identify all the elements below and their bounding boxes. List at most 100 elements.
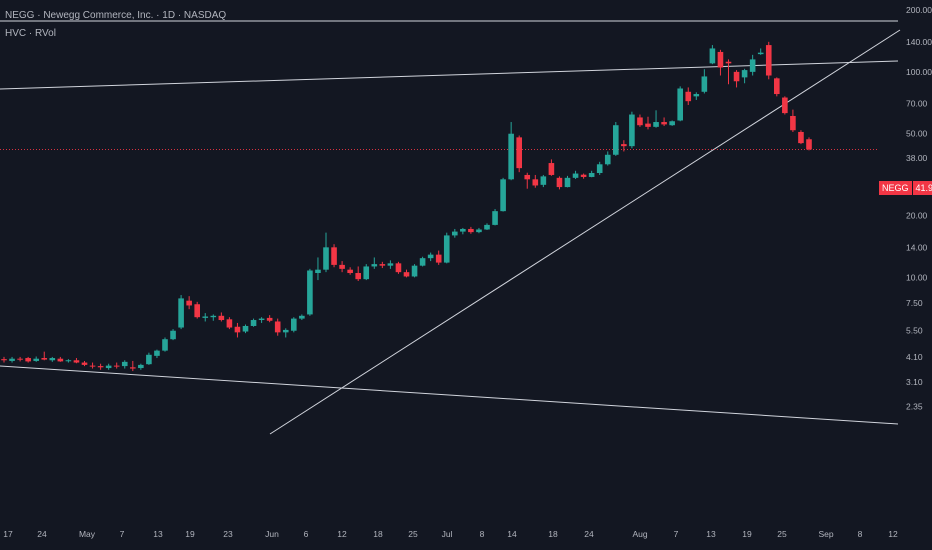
candle[interactable] (258, 317, 265, 323)
candle[interactable] (637, 114, 643, 127)
candle[interactable] (226, 317, 233, 330)
candle[interactable] (154, 349, 160, 359)
candle[interactable] (774, 77, 780, 97)
candle[interactable] (347, 267, 353, 275)
candle[interactable] (282, 328, 289, 338)
candle[interactable] (210, 314, 217, 321)
candle[interactable] (798, 130, 804, 145)
candle[interactable] (33, 356, 39, 362)
candle[interactable] (17, 356, 23, 362)
candle[interactable] (250, 318, 257, 327)
candle[interactable] (717, 49, 724, 76)
candle[interactable] (234, 322, 241, 338)
candle[interactable] (508, 122, 514, 181)
candle[interactable] (97, 363, 104, 370)
candle[interactable] (146, 352, 152, 365)
candle[interactable] (540, 174, 547, 188)
candle[interactable] (89, 362, 96, 369)
candle[interactable] (580, 173, 587, 179)
candle[interactable] (484, 223, 490, 231)
candle[interactable] (307, 268, 313, 316)
candle[interactable] (371, 257, 378, 269)
candle[interactable] (532, 174, 539, 188)
candle[interactable] (339, 261, 345, 273)
candle[interactable] (669, 120, 675, 126)
candle[interactable] (299, 314, 305, 321)
candle[interactable] (500, 177, 506, 212)
candle[interactable] (749, 54, 756, 76)
candle[interactable] (395, 261, 402, 274)
candle[interactable] (653, 110, 659, 128)
candle[interactable] (435, 250, 442, 265)
candle[interactable] (419, 256, 426, 267)
candle[interactable] (588, 170, 595, 178)
candle[interactable] (806, 137, 812, 151)
candle[interactable] (741, 68, 748, 84)
candle[interactable] (170, 329, 176, 341)
candle[interactable] (403, 269, 410, 278)
candle[interactable] (693, 92, 700, 100)
candle[interactable] (661, 117, 667, 127)
candle[interactable] (782, 96, 788, 115)
candle[interactable] (613, 122, 619, 156)
candle[interactable] (81, 360, 88, 367)
candle[interactable] (516, 135, 522, 173)
candle[interactable] (411, 264, 418, 278)
candle[interactable] (790, 109, 796, 132)
candle[interactable] (331, 244, 337, 268)
candle[interactable] (65, 359, 72, 363)
candle[interactable] (49, 356, 56, 362)
candle[interactable] (105, 363, 112, 370)
candle[interactable] (202, 313, 209, 322)
candle[interactable] (41, 351, 48, 361)
candle[interactable] (178, 295, 184, 330)
candle[interactable] (685, 87, 692, 105)
candle[interactable] (1, 356, 7, 363)
candle[interactable] (443, 232, 450, 264)
candle[interactable] (379, 261, 386, 269)
candle[interactable] (291, 317, 297, 333)
candle[interactable] (572, 170, 579, 180)
candle[interactable] (57, 356, 64, 362)
candle[interactable] (218, 312, 225, 322)
rising-trendline[interactable] (269, 29, 901, 435)
candle[interactable] (194, 301, 200, 319)
candle[interactable] (242, 324, 249, 334)
candle[interactable] (130, 360, 136, 372)
candle[interactable] (645, 116, 651, 130)
candle[interactable] (121, 360, 128, 369)
candle[interactable] (315, 257, 321, 281)
candle[interactable] (757, 48, 764, 55)
candle[interactable] (709, 45, 716, 65)
candle[interactable] (9, 356, 15, 363)
candle[interactable] (733, 70, 740, 88)
candle[interactable] (25, 356, 31, 363)
candle[interactable] (363, 264, 370, 281)
candle[interactable] (186, 296, 192, 310)
candle[interactable] (765, 41, 772, 80)
candle[interactable] (73, 358, 80, 364)
candle[interactable] (596, 161, 603, 175)
candle[interactable] (427, 252, 434, 262)
candle[interactable] (387, 260, 394, 269)
channel-line-lower[interactable] (0, 365, 899, 425)
candle[interactable] (548, 159, 555, 176)
candle[interactable] (701, 69, 708, 94)
candle[interactable] (162, 337, 168, 352)
candle[interactable] (452, 228, 458, 238)
candle[interactable] (492, 209, 498, 226)
candle[interactable] (629, 111, 635, 149)
candle[interactable] (355, 266, 361, 282)
candle[interactable] (725, 59, 732, 85)
candle[interactable] (556, 176, 563, 190)
candle[interactable] (138, 363, 144, 370)
candle[interactable] (604, 151, 611, 166)
candle[interactable] (266, 315, 273, 323)
candle[interactable] (564, 175, 571, 188)
candle[interactable] (677, 86, 683, 122)
candle[interactable] (468, 226, 474, 234)
candle[interactable] (524, 172, 531, 189)
candle[interactable] (274, 318, 281, 336)
candle[interactable] (621, 140, 627, 152)
candle[interactable] (476, 227, 482, 234)
